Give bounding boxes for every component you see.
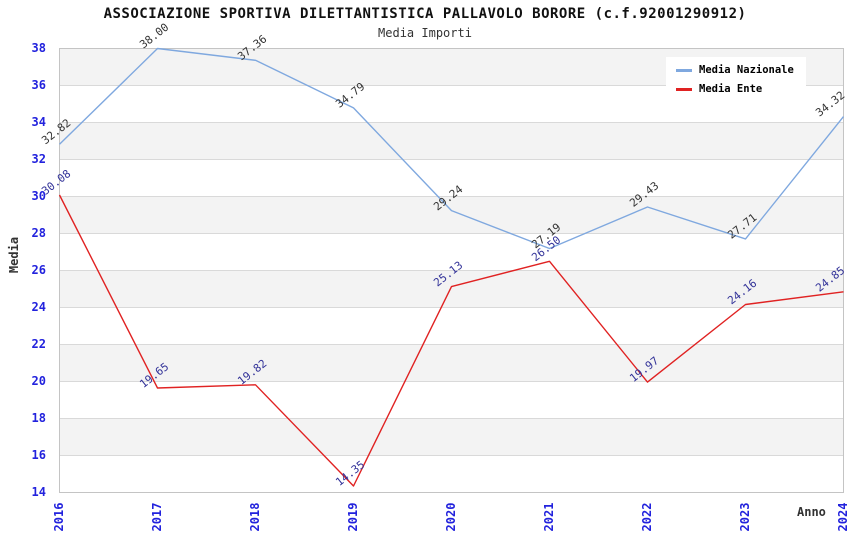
- plot-band: [59, 122, 844, 160]
- y-axis-title: Media: [7, 236, 21, 274]
- x-tick-label: 2021: [542, 502, 556, 532]
- y-tick-label: 24: [31, 300, 46, 314]
- y-tick-label: 38: [31, 41, 46, 55]
- x-tick-label: 2017: [150, 502, 164, 532]
- media-ente-line: [58, 194, 844, 487]
- legend-item-media-nazionale: Media Nazionale: [676, 64, 794, 76]
- x-tick-label: 2024: [836, 502, 850, 532]
- legend-label-media-nazionale: Media Nazionale: [699, 64, 794, 76]
- plot-band: [59, 344, 844, 382]
- y-tick-label: 26: [31, 263, 46, 277]
- y-tick-label: 18: [31, 411, 46, 425]
- media-nazionale-line: [59, 47, 845, 250]
- y-tick-label: 34: [31, 115, 46, 129]
- x-tick-label: 2023: [738, 502, 752, 532]
- plot-band: [59, 381, 844, 419]
- plot-band: [59, 196, 844, 234]
- media-ente-line-swatch: [676, 87, 692, 91]
- legend-item-media-ente: Media Ente: [676, 83, 794, 95]
- x-tick-label: 2018: [248, 502, 262, 532]
- legend-label-media-ente: Media Ente: [699, 83, 763, 95]
- y-tick-label: 28: [31, 226, 46, 240]
- x-tick-label: 2020: [444, 502, 458, 532]
- point-label: 38.00: [137, 21, 171, 52]
- x-tick-label: 2019: [346, 502, 360, 532]
- chart-subtitle: Media Importi: [378, 26, 472, 40]
- plot-band: [59, 233, 844, 271]
- x-tick-label: 2016: [52, 502, 66, 532]
- y-tick-label: 30: [31, 189, 46, 203]
- plot-band: [59, 307, 844, 345]
- y-tick-label: 22: [31, 337, 46, 351]
- plot-border: [59, 48, 844, 493]
- y-tick-label: 32: [31, 152, 46, 166]
- legend: Media Nazionale Media Ente: [666, 57, 806, 102]
- plot-band: [59, 418, 844, 456]
- y-tick-label: 36: [31, 78, 46, 92]
- y-tick-label: 14: [31, 485, 46, 499]
- media-nazionale-line-swatch: [676, 68, 692, 72]
- plot-band: [59, 455, 844, 493]
- x-tick-label: 2022: [640, 502, 654, 532]
- plot-band: [59, 270, 844, 308]
- y-tick-label: 20: [31, 374, 46, 388]
- y-tick-label: 16: [31, 448, 46, 462]
- chart-title: ASSOCIAZIONE SPORTIVA DILETTANTISTICA PA…: [103, 6, 747, 22]
- plot-band: [59, 159, 844, 197]
- x-axis-title: Anno: [797, 505, 826, 519]
